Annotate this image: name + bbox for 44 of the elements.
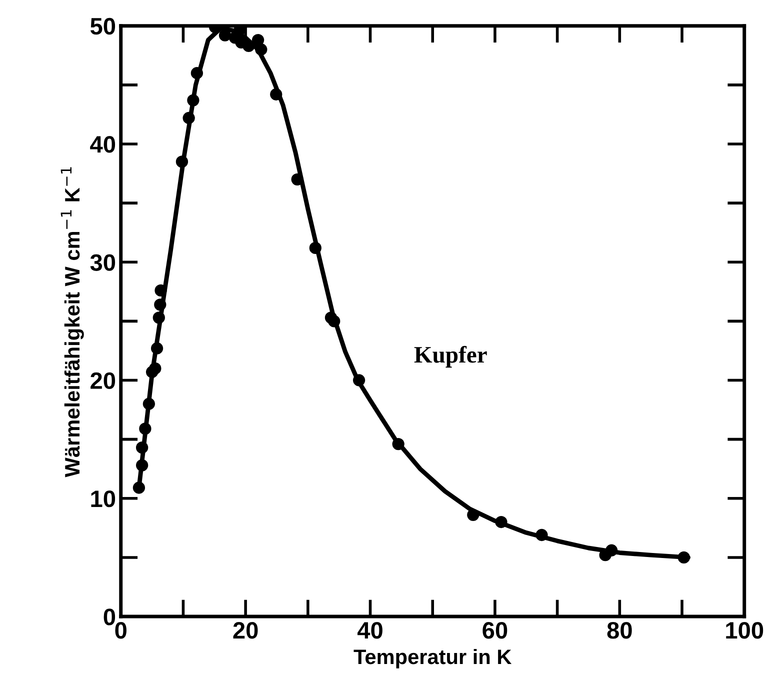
point (252, 34, 264, 46)
y-tick-label: 20 (90, 372, 116, 390)
point (242, 40, 255, 52)
point (154, 298, 166, 311)
x-tick-label: 100 (726, 622, 764, 639)
point (536, 528, 548, 542)
point (309, 242, 322, 254)
x-tick-label: 60 (482, 622, 508, 639)
point (605, 544, 618, 556)
point (132, 482, 146, 494)
point (190, 67, 204, 80)
point (328, 315, 340, 328)
point (187, 94, 200, 106)
point (352, 374, 366, 386)
point (218, 29, 232, 42)
point (136, 442, 148, 454)
y-tick-label: 0 (104, 608, 116, 626)
y-tick-label: 50 (90, 18, 116, 35)
point (150, 342, 164, 354)
point (392, 438, 404, 450)
y-tick-label: 30 (90, 254, 116, 271)
point (182, 112, 195, 124)
point (152, 312, 165, 324)
point (142, 398, 155, 410)
point (270, 88, 282, 100)
point (291, 173, 304, 186)
y-tick-label: 40 (90, 136, 116, 153)
x-tick-label: 40 (357, 622, 382, 639)
point (678, 551, 690, 564)
point (136, 459, 148, 472)
y-axis-title: Wärmeleitfähigkeit W cm$^{−1}$ K$^{−1}$ (60, 167, 84, 478)
x-tick-label: 0 (115, 622, 126, 639)
x-tick-label: 80 (607, 622, 632, 639)
point (149, 362, 162, 375)
point (467, 508, 480, 521)
y-tick-label: 10 (91, 490, 116, 508)
annotation: Kupfer (414, 346, 487, 368)
point (176, 156, 188, 168)
point (255, 43, 268, 56)
x-axis-title: Temperatur in K (354, 648, 512, 668)
point (139, 422, 152, 435)
x-tick-label: 20 (233, 622, 258, 639)
point (495, 516, 508, 528)
point (154, 284, 167, 297)
